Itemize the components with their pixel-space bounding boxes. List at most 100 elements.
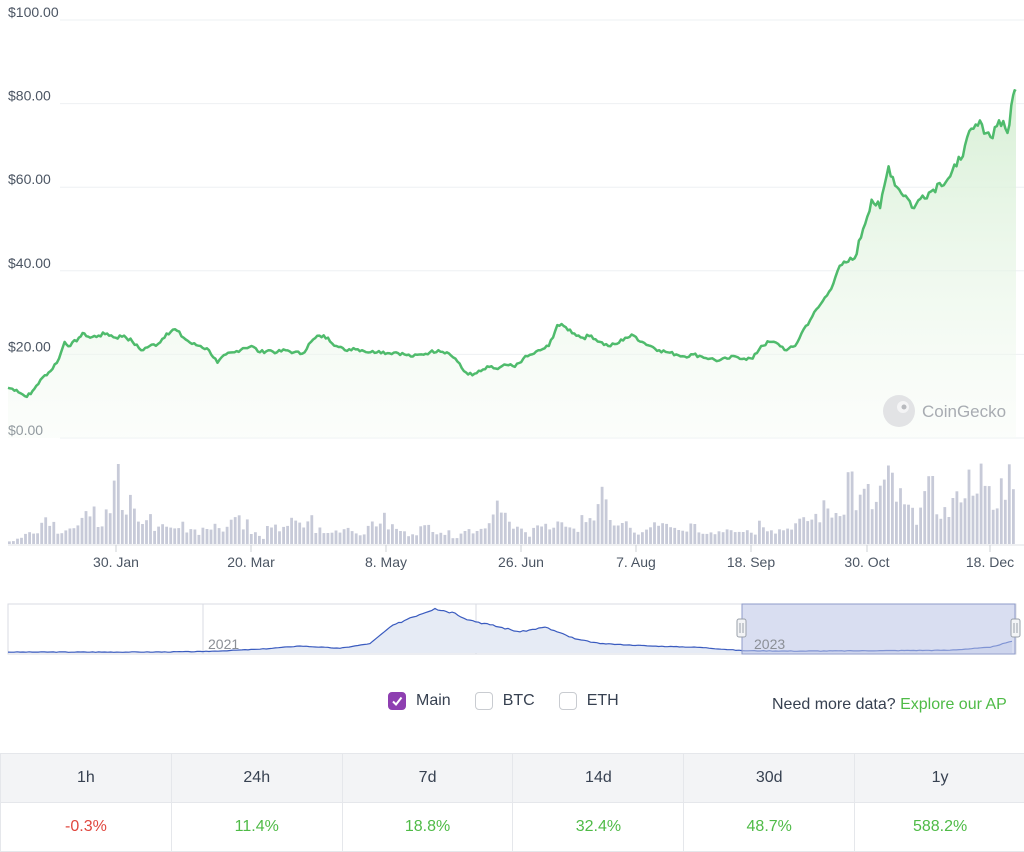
volume-bar xyxy=(762,527,765,544)
volume-bar xyxy=(778,529,781,544)
volume-bar xyxy=(963,498,967,544)
volume-bar xyxy=(443,534,447,544)
volume-bar xyxy=(423,525,427,544)
more-data-prompt: Need more data? Explore our AP xyxy=(772,696,1007,714)
toggle-main[interactable]: Main xyxy=(388,692,451,710)
volume-bar xyxy=(387,529,390,544)
volume-bar xyxy=(749,532,753,544)
volume-bar xyxy=(20,537,23,544)
volume-bar xyxy=(971,495,975,544)
volume-bar xyxy=(28,532,31,544)
volume-bar xyxy=(80,517,84,544)
volume-bar xyxy=(818,522,822,544)
volume-bar xyxy=(64,530,68,544)
volume-bar xyxy=(411,534,414,544)
volume-bar xyxy=(641,532,644,544)
volume-bar xyxy=(520,528,523,544)
volume-bar xyxy=(580,515,584,544)
volume-bar xyxy=(258,535,261,544)
volume-bar xyxy=(209,529,213,544)
volume-bar xyxy=(149,514,152,544)
volume-bar xyxy=(157,526,160,544)
coingecko-watermark: CoinGecko xyxy=(883,395,1006,427)
volume-bar xyxy=(270,527,273,544)
explore-api-link[interactable]: Explore our AP xyxy=(900,696,1007,713)
volume-bar xyxy=(137,521,140,544)
checkbox-eth-icon[interactable] xyxy=(558,692,577,710)
volume-bar xyxy=(383,512,386,544)
price-line[interactable] xyxy=(7,89,1017,399)
value-1y: 588.2% xyxy=(854,802,1024,852)
volume-bar xyxy=(915,524,918,544)
header-1y: 1y xyxy=(854,753,1024,803)
volume-bar xyxy=(834,513,838,544)
volume-bar xyxy=(245,519,249,544)
volume-bar xyxy=(362,534,366,544)
volume-bar xyxy=(407,536,410,544)
volume-bar xyxy=(24,533,27,544)
x-axis: 30. Jan 20. Mar 8. May 26. Jun 7. Aug 18. Sep… xyxy=(93,545,1014,570)
value-24h: 11.4% xyxy=(170,802,343,852)
volume-bar xyxy=(451,538,455,544)
volume-bar xyxy=(588,518,592,544)
y-tick-label: $100.00 xyxy=(8,4,59,20)
volume-bar xyxy=(112,480,116,544)
volume-bar xyxy=(564,526,568,544)
volume-bar xyxy=(96,527,100,544)
toggle-btc[interactable]: BTC xyxy=(474,692,535,710)
x-tick-label: 30. Jan xyxy=(93,554,139,570)
volume-bar xyxy=(471,533,475,544)
volume-bar xyxy=(44,517,48,544)
volume-bar xyxy=(576,531,580,544)
volume-bar xyxy=(439,532,443,544)
volume-bar xyxy=(999,478,1003,544)
volume-bar xyxy=(705,533,709,544)
volume-bar xyxy=(899,488,902,544)
price-chart[interactable]: $100.00$80.00$60.00$40.00$20.00$0.00 30.… xyxy=(0,0,1024,680)
volume-bar xyxy=(697,532,701,544)
volume-bar xyxy=(822,500,826,544)
nav-label-2021: 2021 xyxy=(208,636,239,652)
checkbox-btc-icon[interactable] xyxy=(474,692,493,710)
volume-bar xyxy=(923,491,927,544)
volume-bar xyxy=(241,529,245,544)
checkbox-main-icon[interactable] xyxy=(388,692,406,710)
volume-bar xyxy=(262,538,265,544)
volume-bar xyxy=(713,534,717,544)
navigator-right-handle[interactable] xyxy=(1010,618,1021,638)
volume-bar xyxy=(995,508,999,544)
volume-bar xyxy=(733,532,737,544)
volume-bar xyxy=(403,531,406,544)
volume-bar xyxy=(503,512,507,544)
volume-bar xyxy=(532,527,535,544)
volume-bar xyxy=(169,527,173,544)
x-tick-label: 20. Mar xyxy=(227,554,275,570)
volume-bar xyxy=(584,522,588,544)
volume-bar xyxy=(826,508,830,544)
volume-bar xyxy=(290,517,293,544)
volume-bar xyxy=(633,532,636,544)
volume-bar xyxy=(927,476,931,544)
value-1h: -0.3% xyxy=(0,802,172,852)
volume-bar xyxy=(850,471,854,544)
volume-bar xyxy=(104,509,108,544)
volume-bar xyxy=(225,526,229,544)
volume-bar xyxy=(60,533,64,544)
volume-bar xyxy=(616,525,620,544)
volume-bar xyxy=(278,531,281,544)
navigator[interactable]: 2021 2022 2023 xyxy=(7,603,1021,655)
navigator-left-handle[interactable] xyxy=(736,618,747,638)
y-tick-label: $40.00 xyxy=(8,255,51,271)
volume-bar xyxy=(100,526,104,544)
volume-bar xyxy=(991,509,995,544)
volume-bar xyxy=(282,526,285,544)
volume-bar xyxy=(552,527,556,544)
x-tick-label: 8. May xyxy=(365,554,407,570)
volume-bar xyxy=(729,530,733,544)
volume-bar xyxy=(870,509,874,544)
toggle-eth[interactable]: ETH xyxy=(558,692,619,710)
volume-bar xyxy=(802,517,806,544)
volume-bar xyxy=(887,465,890,544)
volume-bar xyxy=(254,532,257,544)
volume-bar xyxy=(274,524,277,544)
